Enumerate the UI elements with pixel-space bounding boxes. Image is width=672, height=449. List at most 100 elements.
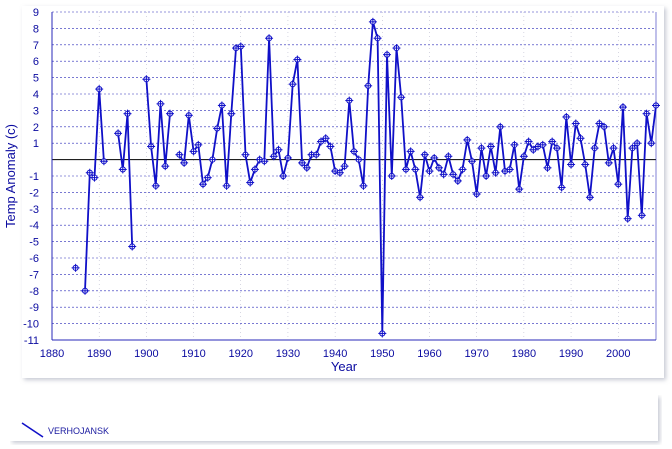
data-point [543,163,552,172]
data-point [567,160,576,169]
data-point [430,153,439,162]
data-point [633,139,642,148]
data-point [260,157,269,166]
x-axis-title: Year [331,359,358,374]
x-tick-label: 1950 [370,348,394,360]
data-point [425,167,434,176]
data-point [416,193,425,202]
data-point [477,144,486,153]
data-point [453,176,462,185]
data-point [274,145,283,154]
y-tick-label: -2 [29,187,39,199]
data-point [552,144,561,153]
y-tick-label: -9 [29,302,39,314]
data-point [585,193,594,202]
data-point [397,93,406,102]
x-tick-label: 1980 [512,348,536,360]
data-point [628,144,637,153]
data-point [411,165,420,174]
x-tick-label: 1990 [559,348,583,360]
data-point [269,152,278,161]
y-tick-label: 7 [33,40,39,52]
data-point [350,147,358,156]
data-point [95,85,104,94]
data-point [203,173,212,182]
data-point [496,122,505,131]
chart-background [22,6,664,378]
x-tick-label: 1900 [134,348,158,360]
data-point [590,144,599,153]
data-point [99,157,108,166]
y-tick-label: -4 [29,220,39,232]
data-point [383,50,392,59]
y-tick-label: -3 [29,204,39,216]
data-point [293,55,302,64]
data-point [321,134,330,143]
data-point [373,34,382,43]
data-point [236,42,245,51]
data-point [316,137,325,146]
y-tick-label: 5 [33,73,39,85]
data-point [652,101,660,110]
data-point [118,165,127,174]
data-point [467,157,476,166]
data-point [222,181,231,190]
data-point [147,142,156,151]
legend-label: VERHOJANSK [48,426,110,436]
data-point [364,81,373,90]
data-point [557,183,566,192]
data-point [165,109,174,118]
y-tick-label: -8 [29,286,39,298]
x-tick-label: 1890 [87,348,111,360]
x-tick-label: 1920 [229,348,253,360]
data-point [114,129,123,138]
data-point [548,137,557,146]
data-point [609,144,618,153]
data-point [85,168,94,177]
data-point [538,140,547,149]
data-point [189,147,198,156]
data-point [486,142,495,151]
data-point [439,170,448,179]
legend-swatch [21,422,44,438]
data-point [156,99,165,108]
data-point [199,180,207,189]
y-tick-label: -6 [29,253,39,265]
data-point [406,147,415,156]
y-tick-label: -7 [29,269,39,281]
data-point [90,173,99,182]
data-point [510,140,519,149]
data-point [213,124,222,133]
data-point [354,155,363,164]
data-point [378,329,387,338]
data-point [184,111,193,120]
data-point [434,163,443,172]
y-tick-label: -11 [24,335,39,347]
data-point [618,103,627,112]
x-tick-label: 1880 [40,348,64,360]
data-point [576,134,585,143]
data-point [208,155,217,164]
data-point [519,152,528,161]
data-point [151,181,160,190]
data-point [505,165,514,174]
data-point [614,180,623,189]
y-tick-label: 2 [33,122,39,134]
data-point [515,185,524,194]
data-point [175,150,184,159]
y-tick-label: 6 [33,56,39,68]
data-point [449,170,458,179]
legend-background [10,395,658,441]
data-point [161,162,170,171]
data-point [534,142,543,151]
data-point [128,242,137,251]
y-tick-label: 3 [33,105,39,117]
data-point [387,172,396,180]
data-point [312,150,321,159]
data-point [335,168,344,177]
data-point [246,178,255,187]
y-tick-label: -10 [23,319,39,331]
x-tick-label: 1960 [417,348,441,360]
